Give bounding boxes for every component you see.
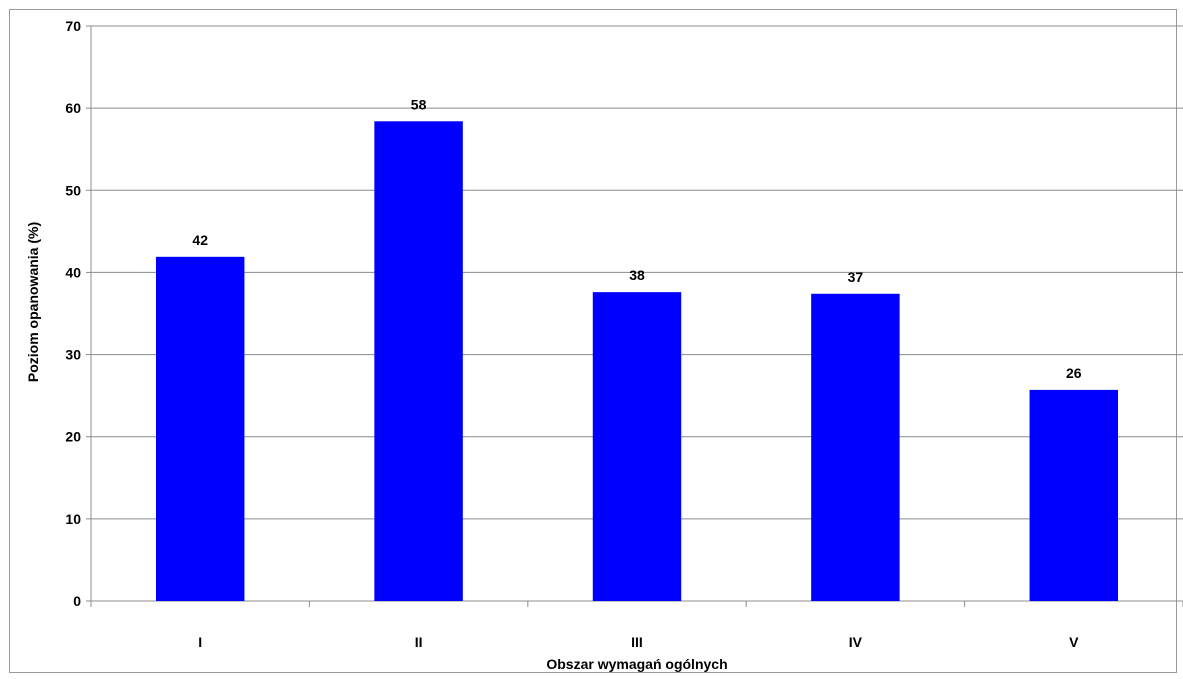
y-tick-label: 10	[65, 511, 81, 527]
y-tick-label: 30	[65, 347, 81, 363]
x-tick-label: III	[631, 634, 643, 650]
bar-I	[155, 256, 245, 601]
data-label: 37	[848, 269, 864, 285]
data-labels: 42 58 38 37 26	[192, 96, 1081, 381]
data-label: 38	[629, 267, 645, 283]
y-tick-label: 0	[73, 593, 81, 609]
y-tick-label: 50	[65, 182, 81, 198]
x-tick-label: IV	[849, 634, 863, 650]
bar-V	[1029, 389, 1119, 601]
y-axis-title: Poziom opanowania (%)	[25, 222, 41, 382]
bar-IV	[811, 293, 900, 601]
x-tick-label: V	[1069, 634, 1079, 650]
bars	[155, 121, 1119, 602]
data-label: 58	[411, 96, 427, 112]
bar-III	[592, 292, 682, 601]
x-axis-title: Obszar wymagań ogólnych	[546, 656, 727, 672]
data-label: 42	[192, 232, 208, 248]
data-label: 26	[1066, 365, 1082, 381]
gridlines	[91, 25, 1183, 520]
y-tick-labels: 0 10 20 30 40 50 60 70	[65, 18, 81, 609]
bar-II	[374, 121, 463, 602]
y-tick-label: 20	[65, 429, 81, 445]
x-tick-labels: I II III IV V	[198, 634, 1079, 650]
x-tick-label: I	[198, 634, 202, 650]
x-tick-label: II	[415, 634, 423, 650]
y-tick-label: 70	[65, 18, 81, 34]
y-tick-label: 40	[65, 264, 81, 280]
y-tick-label: 60	[65, 100, 81, 116]
